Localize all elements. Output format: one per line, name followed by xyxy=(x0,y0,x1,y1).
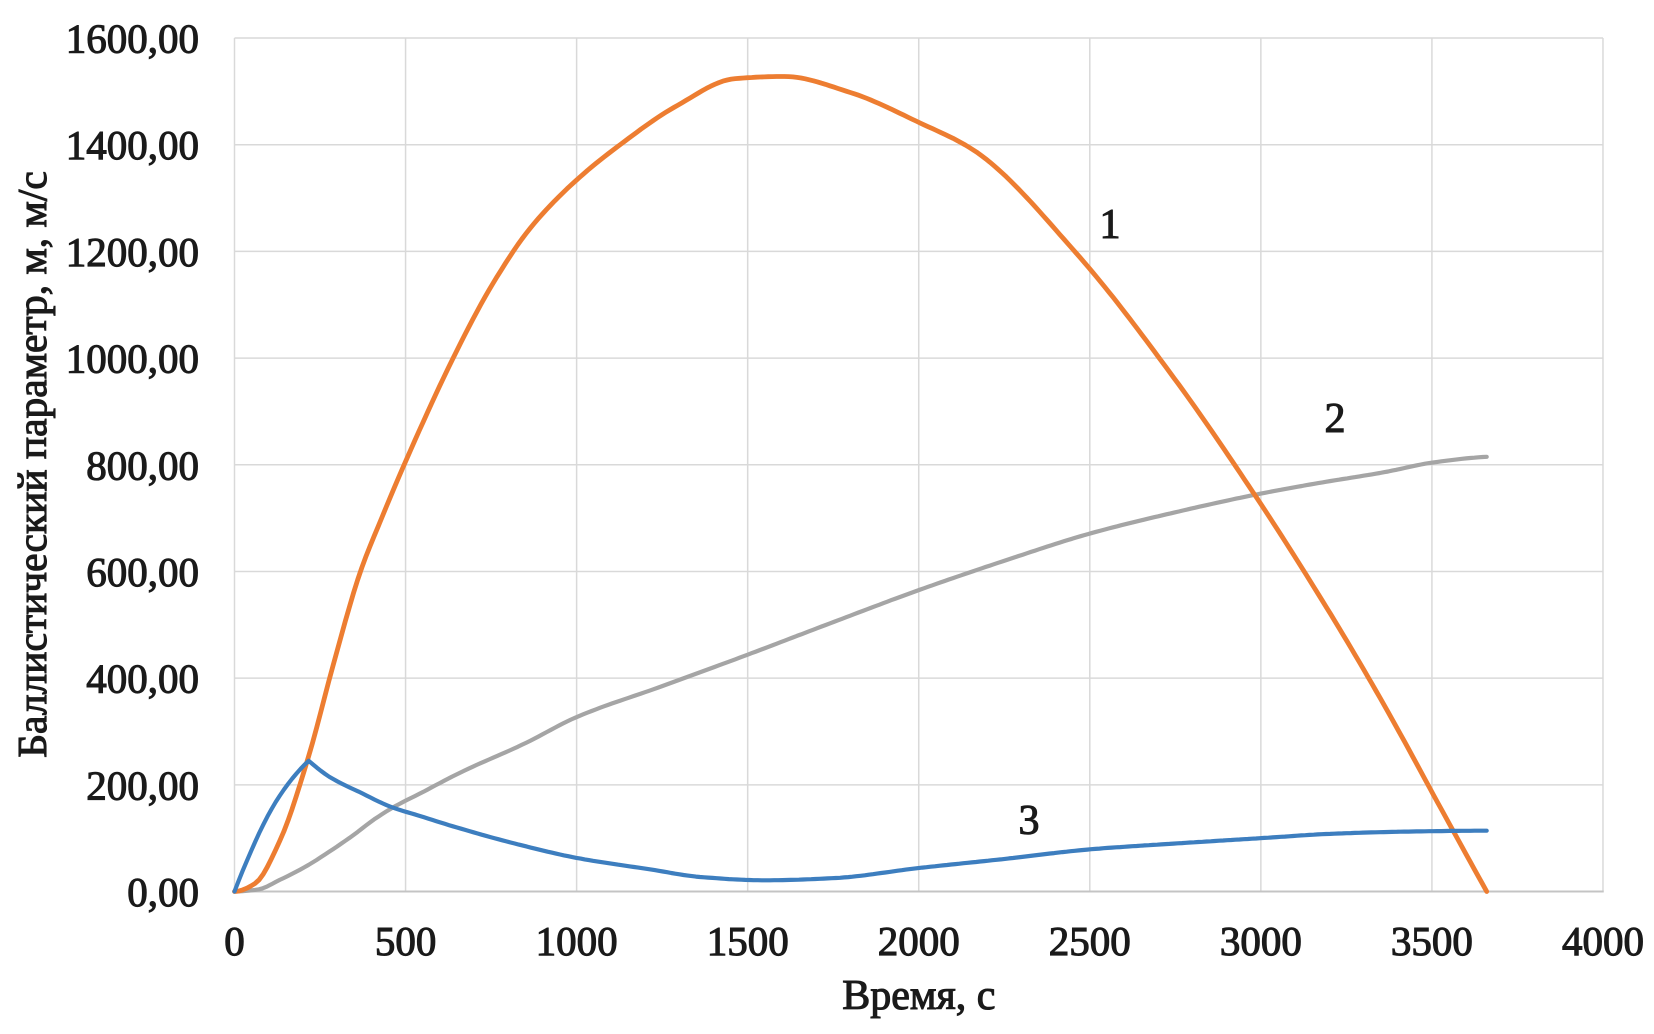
svg-text:1200,00: 1200,00 xyxy=(66,229,199,275)
svg-text:3500: 3500 xyxy=(1391,918,1473,964)
svg-text:2000: 2000 xyxy=(878,918,960,964)
svg-text:2500: 2500 xyxy=(1049,918,1131,964)
svg-text:1500: 1500 xyxy=(707,918,789,964)
svg-text:400,00: 400,00 xyxy=(86,656,199,702)
svg-text:1000,00: 1000,00 xyxy=(66,336,199,382)
svg-text:3000: 3000 xyxy=(1220,918,1302,964)
svg-text:800,00: 800,00 xyxy=(86,442,199,488)
svg-text:0,00: 0,00 xyxy=(127,869,199,915)
svg-text:0: 0 xyxy=(224,918,245,964)
svg-text:1000: 1000 xyxy=(536,918,618,964)
svg-text:Время, с: Время, с xyxy=(842,973,995,1019)
svg-text:3: 3 xyxy=(1019,798,1040,844)
svg-text:1600,00: 1600,00 xyxy=(66,16,199,62)
svg-text:2: 2 xyxy=(1325,396,1346,442)
svg-text:600,00: 600,00 xyxy=(86,549,199,595)
svg-text:500: 500 xyxy=(375,918,437,964)
svg-text:Баллистический параметр, м, м/: Баллистический параметр, м, м/с xyxy=(9,171,55,758)
svg-text:1400,00: 1400,00 xyxy=(66,122,199,168)
svg-text:200,00: 200,00 xyxy=(86,762,199,808)
svg-text:4000: 4000 xyxy=(1562,918,1644,964)
svg-text:1: 1 xyxy=(1100,202,1121,248)
